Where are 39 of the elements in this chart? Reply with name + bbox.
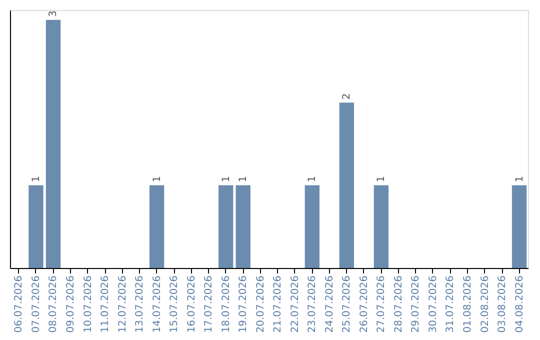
x-tick-label: 20.07.2026 xyxy=(255,276,266,333)
data-label: 1 xyxy=(152,176,163,182)
data-label: 1 xyxy=(307,176,318,182)
x-tick-label: 19.07.2026 xyxy=(238,276,250,333)
data-label: 3 xyxy=(48,10,60,17)
x-tick-label: 30.07.2026 xyxy=(428,276,439,333)
x-tick-label: 22.07.2026 xyxy=(290,276,301,333)
data-label: 1 xyxy=(514,176,526,182)
x-tick-label: 18.07.2026 xyxy=(220,276,232,333)
x-tick-label: 08.07.2026 xyxy=(48,276,60,333)
x-tick-label: 21.07.2026 xyxy=(272,276,284,333)
data-label: 2 xyxy=(342,93,353,100)
x-tick-label: 04.08.2026 xyxy=(514,276,526,333)
x-tick-label: 13.07.2026 xyxy=(134,276,146,333)
x-tick-label: 09.07.2026 xyxy=(66,276,76,333)
x-tick-label: 23.07.2026 xyxy=(307,276,318,333)
x-tick-label: 16.07.2026 xyxy=(186,276,198,333)
data-label: 1 xyxy=(220,176,232,182)
x-tick-label: 07.07.2026 xyxy=(30,276,42,333)
x-tick-label: 10.07.2026 xyxy=(82,276,94,333)
x-tick-label: 14.07.2026 xyxy=(152,276,163,333)
x-tick-label: 26.07.2026 xyxy=(358,276,370,333)
x-tick-label: 11.07.2026 xyxy=(100,276,112,333)
data-label: 1 xyxy=(30,176,42,182)
data-label: 1 xyxy=(376,176,388,182)
x-tick-label: 12.07.2026 xyxy=(117,276,128,333)
x-tick-label: 17.07.2026 xyxy=(204,276,215,333)
x-tick-label: 02.08.2026 xyxy=(480,276,491,333)
x-tick-label: 28.07.2026 xyxy=(393,276,404,333)
data-label: 1 xyxy=(238,176,250,182)
x-tick-label: 01.08.2026 xyxy=(462,276,474,333)
x-tick-label: 31.07.2026 xyxy=(445,276,456,333)
x-tick-label: 15.07.2026 xyxy=(169,276,180,333)
x-tick-label: 06.07.2026 xyxy=(14,276,25,333)
x-tick-label: 24.07.2026 xyxy=(324,276,336,333)
x-tick-label: 27.07.2026 xyxy=(376,276,388,333)
x-tick-label: 03.08.2026 xyxy=(497,276,508,333)
x-tick-label: 25.07.2026 xyxy=(342,276,353,333)
x-tick-label: 29.07.2026 xyxy=(410,276,422,333)
